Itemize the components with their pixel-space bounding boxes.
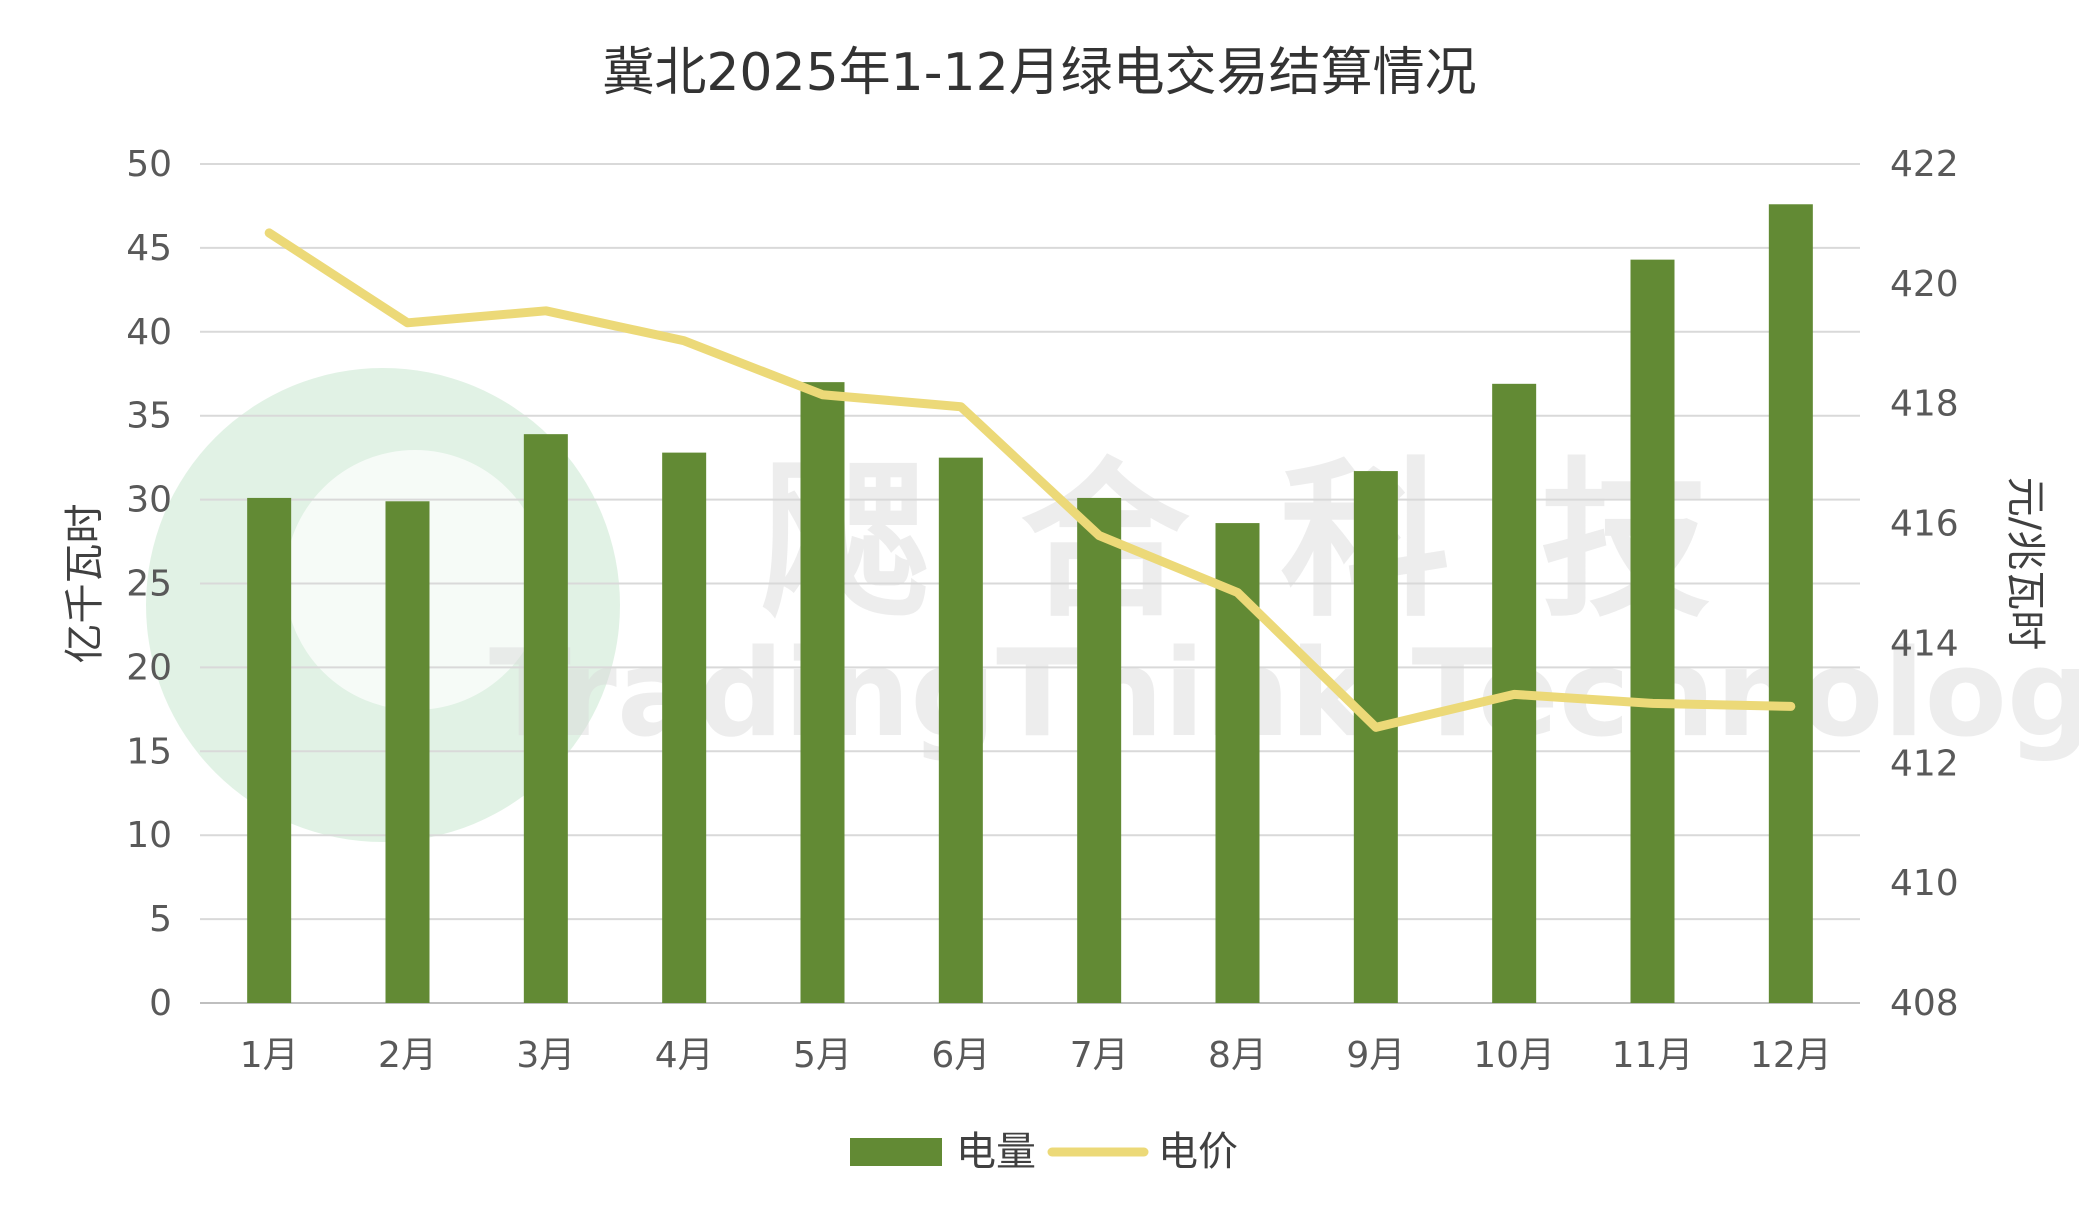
- line-series: [264, 228, 1796, 732]
- bar: [938, 457, 983, 1003]
- y-right-tick-label: 412: [1890, 743, 1959, 784]
- y-left-tick-label: 10: [126, 815, 172, 856]
- y-left-tick-label: 0: [149, 983, 172, 1024]
- legend-line-label: 电价: [1158, 1129, 1238, 1175]
- y-right-axis-title: 元/兆瓦时: [2002, 477, 2048, 650]
- bar: [800, 382, 845, 1003]
- y-right-tick-label: 410: [1890, 863, 1959, 904]
- gridlines: [200, 163, 1860, 1004]
- bar: [523, 434, 568, 1004]
- y-right-tick-label: 422: [1890, 144, 1959, 185]
- line-point: [959, 405, 962, 408]
- line-point: [821, 393, 824, 396]
- y-left-tick-label: 30: [126, 480, 172, 521]
- y-left-axis-title: 亿千瓦时: [62, 504, 108, 664]
- line-point: [1513, 693, 1516, 696]
- x-tick-label: 12月: [1750, 1035, 1832, 1076]
- axes: 0 5 10 15 20 25 30 35 40 45 50 408 410 412 414 416 418 42…: [62, 144, 2048, 1076]
- x-tick-label: 1月: [240, 1035, 299, 1076]
- line-point: [406, 321, 409, 324]
- bar: [662, 452, 707, 1004]
- bar: [1353, 471, 1398, 1004]
- chart-title: 冀北2025年1-12月绿电交易结算情况: [602, 43, 1477, 103]
- y-left-tick-label: 50: [126, 144, 172, 185]
- y-left-tick-label: 20: [126, 647, 172, 688]
- line-point: [544, 309, 547, 312]
- x-tick-label: 6月: [931, 1035, 990, 1076]
- bar: [385, 501, 430, 1003]
- price-line: [264, 228, 1796, 732]
- y-right-tick-label: 420: [1890, 264, 1959, 305]
- legend-bar-label: 电量: [956, 1129, 1036, 1175]
- line-point: [1789, 705, 1792, 708]
- bar: [1630, 259, 1675, 1003]
- x-tick-label: 7月: [1070, 1035, 1129, 1076]
- line-point: [268, 231, 271, 234]
- line-point: [1374, 726, 1377, 729]
- y-left-tick-label: 25: [126, 564, 172, 605]
- y-left-tick-label: 35: [126, 396, 172, 437]
- y-left-tick-label: 40: [126, 312, 172, 353]
- line-point: [1651, 702, 1654, 705]
- y-right-tick-label: 408: [1890, 983, 1959, 1024]
- x-tick-label: 4月: [655, 1035, 714, 1076]
- y-left-tick-label: 15: [126, 731, 172, 772]
- y-left-tick-label: 5: [149, 899, 172, 940]
- y-right-tick-label: 418: [1890, 384, 1959, 425]
- x-tick-label: 9月: [1346, 1035, 1405, 1076]
- bar-series: [247, 204, 1813, 1004]
- legend: 电量 电价: [850, 1129, 1238, 1175]
- y-right-tick-label: 416: [1890, 504, 1959, 545]
- legend-bar-swatch: [850, 1138, 942, 1166]
- x-tick-label: 11月: [1612, 1035, 1694, 1076]
- x-tick-label: 5月: [793, 1035, 852, 1076]
- bar: [1768, 204, 1813, 1004]
- x-tick-label: 2月: [378, 1035, 437, 1076]
- y-right-tick-label: 414: [1890, 623, 1959, 664]
- x-tick-label: 8月: [1208, 1035, 1267, 1076]
- line-point: [683, 339, 686, 342]
- watermark-en: TradingThink Technology: [489, 625, 2079, 764]
- y-left-tick-label: 45: [126, 228, 172, 269]
- line-point: [1098, 534, 1101, 537]
- bar: [247, 497, 292, 1003]
- x-tick-label: 3月: [516, 1035, 575, 1076]
- x-tick-label: 10月: [1473, 1035, 1555, 1076]
- bar: [1077, 497, 1122, 1003]
- line-point: [1236, 591, 1239, 594]
